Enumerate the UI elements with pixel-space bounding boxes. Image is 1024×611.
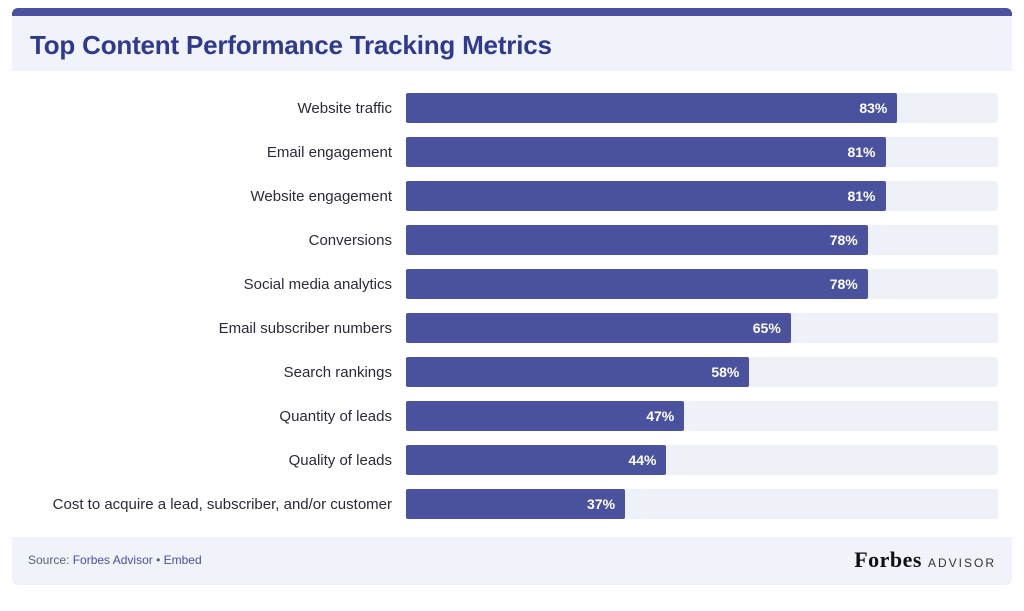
chart-row: Search rankings 58% — [26, 357, 998, 387]
card-footer: Source: Forbes Advisor • Embed Forbes AD… — [12, 537, 1012, 585]
bar-fill: 58% — [406, 357, 749, 387]
bar-fill: 78% — [406, 225, 868, 255]
bar-track: 78% — [406, 225, 998, 255]
source-link-embed[interactable]: Embed — [164, 553, 202, 567]
bar-value: 78% — [830, 276, 858, 292]
chart-row: Quantity of leads 47% — [26, 401, 998, 431]
chart-card: Top Content Performance Tracking Metrics… — [12, 8, 1012, 585]
brand-logo: Forbes ADVISOR — [854, 547, 996, 573]
bar-fill: 78% — [406, 269, 868, 299]
card-top-accent — [12, 8, 1012, 16]
bar-value: 47% — [646, 408, 674, 424]
bar-track: 78% — [406, 269, 998, 299]
bar-label: Email subscriber numbers — [26, 320, 406, 337]
bar-value: 83% — [859, 100, 887, 116]
bar-value: 37% — [587, 496, 615, 512]
bar-fill: 83% — [406, 93, 897, 123]
chart-row: Quality of leads 44% — [26, 445, 998, 475]
bar-fill: 44% — [406, 445, 666, 475]
brand-sub-text: ADVISOR — [928, 556, 996, 570]
bar-fill: 37% — [406, 489, 625, 519]
bar-track: 47% — [406, 401, 998, 431]
bar-value: 58% — [711, 364, 739, 380]
bar-label: Email engagement — [26, 144, 406, 161]
chart-row: Social media analytics 78% — [26, 269, 998, 299]
bar-value: 65% — [753, 320, 781, 336]
bar-value: 78% — [830, 232, 858, 248]
bar-fill: 81% — [406, 181, 886, 211]
bar-fill: 81% — [406, 137, 886, 167]
bar-fill: 65% — [406, 313, 791, 343]
bar-track: 37% — [406, 489, 998, 519]
bar-label: Search rankings — [26, 364, 406, 381]
chart-row: Email engagement 81% — [26, 137, 998, 167]
bar-track: 83% — [406, 93, 998, 123]
bar-label: Website traffic — [26, 100, 406, 117]
bar-label: Quantity of leads — [26, 408, 406, 425]
brand-main-text: Forbes — [854, 547, 922, 573]
chart-row: Website engagement 81% — [26, 181, 998, 211]
card-header: Top Content Performance Tracking Metrics — [12, 16, 1012, 71]
bar-value: 81% — [847, 188, 875, 204]
bar-label: Conversions — [26, 232, 406, 249]
bar-value: 81% — [847, 144, 875, 160]
chart-row: Conversions 78% — [26, 225, 998, 255]
bar-fill: 47% — [406, 401, 684, 431]
source-text: Source: Forbes Advisor • Embed — [28, 553, 202, 567]
bar-track: 44% — [406, 445, 998, 475]
bar-track: 58% — [406, 357, 998, 387]
source-separator: • — [153, 553, 164, 567]
source-link-forbes[interactable]: Forbes Advisor — [73, 553, 153, 567]
chart-title: Top Content Performance Tracking Metrics — [30, 30, 994, 61]
chart-area: Website traffic83%Email engagement81%Web… — [12, 71, 1012, 537]
chart-row: Email subscriber numbers 65% — [26, 313, 998, 343]
bar-track: 65% — [406, 313, 998, 343]
bar-label: Cost to acquire a lead, subscriber, and/… — [26, 496, 406, 513]
bar-track: 81% — [406, 137, 998, 167]
bar-value: 44% — [628, 452, 656, 468]
chart-row: Cost to acquire a lead, subscriber, and/… — [26, 489, 998, 519]
bar-track: 81% — [406, 181, 998, 211]
bar-label: Website engagement — [26, 188, 406, 205]
bar-label: Quality of leads — [26, 452, 406, 469]
bar-label: Social media analytics — [26, 276, 406, 293]
chart-row: Website traffic 83% — [26, 93, 998, 123]
source-prefix: Source: — [28, 553, 73, 567]
